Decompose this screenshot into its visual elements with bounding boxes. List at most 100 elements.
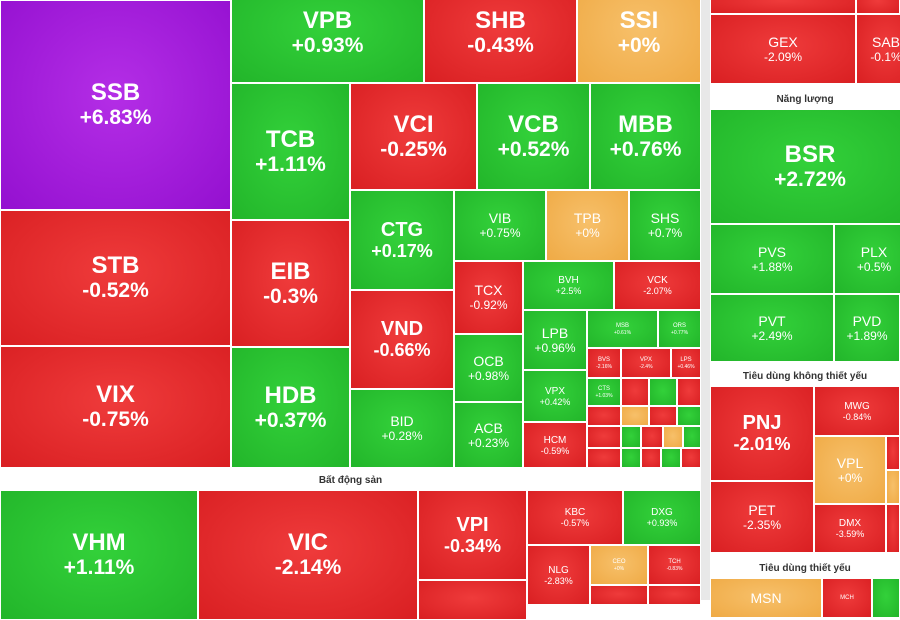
tile-unlabeled[interactable]	[587, 406, 621, 426]
tile-unlabeled[interactable]	[587, 426, 621, 448]
tile-hcm[interactable]: HCM -0.59%	[523, 422, 587, 468]
tile-vpb[interactable]: VPB +0.93%	[231, 0, 424, 83]
ticker: VPI	[456, 513, 489, 536]
tile-ssb[interactable]: SSB +6.83%	[0, 0, 231, 210]
ticker: CEO	[612, 558, 626, 565]
tile-unlabeled[interactable]	[661, 448, 681, 468]
tile-unlabeled[interactable]	[663, 426, 683, 448]
tile-ocb[interactable]: OCB +0.98%	[454, 334, 523, 402]
tile-msb[interactable]: MSB +0.61%	[587, 310, 658, 348]
tile-unlabeled[interactable]	[621, 448, 641, 468]
tile-sab[interactable]: SAB -0.1%	[856, 14, 900, 84]
ticker: SHS	[650, 210, 680, 226]
tile-vpx[interactable]: VPX +0.42%	[523, 370, 587, 422]
tile-unlabeled[interactable]	[649, 406, 677, 426]
tile-vix[interactable]: VIX -0.75%	[0, 346, 231, 468]
tile-lps[interactable]: LPS +0.46%	[671, 348, 701, 378]
ticker: LPB	[541, 324, 569, 341]
tile-tcb[interactable]: TCB +1.11%	[231, 83, 350, 220]
tile-unlabeled[interactable]	[418, 580, 527, 620]
change: +0.93%	[646, 518, 678, 528]
tile-acb[interactable]: ACB +0.23%	[454, 402, 523, 468]
tile-bid[interactable]: BID +0.28%	[350, 389, 454, 468]
tile-vpx-small[interactable]: VPX -2.4%	[621, 348, 671, 378]
tile-unlabeled[interactable]	[886, 436, 900, 470]
tile-unlabeled[interactable]	[683, 426, 701, 448]
tile-pvt[interactable]: PVT +2.49%	[710, 294, 834, 362]
tile-bvs[interactable]: BVS -2.16%	[587, 348, 621, 378]
tile-pet[interactable]: PET -2.35%	[710, 481, 814, 553]
tile-pvs[interactable]: PVS +1.88%	[710, 224, 834, 294]
tile-tpb[interactable]: TPB +0%	[546, 190, 629, 261]
tile-unlabeled[interactable]	[681, 448, 701, 468]
tile-cts[interactable]: CTS +1.03%	[587, 378, 621, 406]
tile-unlabeled[interactable]	[621, 406, 649, 426]
tile-kbc[interactable]: KBC -0.57%	[527, 490, 623, 545]
tile-vib[interactable]: VIB +0.75%	[454, 190, 546, 261]
change: +0.93%	[291, 33, 364, 57]
tile-nlg[interactable]: NLG -2.83%	[527, 545, 590, 605]
tile-vic[interactable]: VIC -2.14%	[198, 490, 418, 620]
tile-lpb[interactable]: LPB +0.96%	[523, 310, 587, 370]
tile-unlabeled[interactable]	[677, 406, 701, 426]
tile-shb[interactable]: SHB -0.43%	[424, 0, 577, 83]
tile-tch[interactable]: TCH -0.83%	[648, 545, 701, 585]
tile-ors[interactable]: ORS +0.77%	[658, 310, 701, 348]
ticker: MSB	[615, 322, 629, 329]
tile-unlabeled[interactable]	[886, 470, 900, 504]
ticker: SAB	[871, 33, 900, 50]
tile-vck[interactable]: VCK -2.07%	[614, 261, 701, 310]
tile-vnd[interactable]: VND -0.66%	[350, 290, 454, 389]
tile-unlabeled[interactable]	[587, 448, 621, 468]
tile-unlabeled[interactable]	[677, 378, 701, 406]
tile-bvh[interactable]: BVH +2.5%	[523, 261, 614, 310]
tile-unlabeled[interactable]	[886, 504, 900, 553]
tile-stb[interactable]: STB -0.52%	[0, 210, 231, 346]
tile-bsr[interactable]: BSR +2.72%	[710, 109, 900, 224]
tile-ceo[interactable]: CEO +0%	[590, 545, 648, 585]
tile-tcx[interactable]: TCX -0.92%	[454, 261, 523, 334]
change: -0.92%	[469, 298, 508, 312]
tile-eib[interactable]: EIB -0.3%	[231, 220, 350, 347]
tile-vpi[interactable]: VPI -0.34%	[418, 490, 527, 580]
ticker: ACB	[474, 419, 503, 436]
tile-plx[interactable]: PLX +0.5%	[834, 224, 900, 294]
tile-vcb[interactable]: VCB +0.52%	[477, 83, 590, 190]
tile-msn[interactable]: MSN	[710, 578, 822, 618]
tile-unlabeled[interactable]	[649, 378, 677, 406]
ticker: SHB	[475, 6, 526, 34]
tile-gex[interactable]: GEX -2.09%	[710, 14, 856, 84]
change: +0.17%	[371, 240, 433, 261]
ticker: HDB	[264, 381, 317, 409]
tile-unlabeled[interactable]	[872, 578, 900, 618]
tile-unlabeled[interactable]	[621, 378, 649, 406]
tile-pnj[interactable]: PNJ -2.01%	[710, 386, 814, 481]
tile-vpl[interactable]: VPL +0%	[814, 436, 886, 504]
tile-ctg[interactable]: CTG +0.17%	[350, 190, 454, 290]
change: -3.59%	[835, 529, 865, 539]
tile-mwg[interactable]: MWG -0.84%	[814, 386, 900, 436]
tile-unlabeled[interactable]	[590, 585, 648, 605]
tile-unlabeled[interactable]	[856, 0, 900, 14]
tile-unlabeled[interactable]	[621, 426, 641, 448]
section-header-tdktyeu: Tiêu dùng không thiết yếu	[710, 366, 900, 386]
ticker: BVH	[558, 275, 579, 286]
tile-ssi[interactable]: SSI +0%	[577, 0, 701, 83]
tile-shs[interactable]: SHS +0.7%	[629, 190, 701, 261]
tile-dxg[interactable]: DXG +0.93%	[623, 490, 701, 545]
tile-hdb[interactable]: HDB +0.37%	[231, 347, 350, 468]
tile-pvd[interactable]: PVD +1.89%	[834, 294, 900, 362]
change: +0.76%	[609, 137, 682, 161]
tile-unlabeled[interactable]	[641, 448, 661, 468]
tile-mch[interactable]: MCH	[822, 578, 872, 618]
tile-unlabeled[interactable]	[710, 0, 856, 14]
tile-vhm[interactable]: VHM +1.11%	[0, 490, 198, 620]
tile-vci[interactable]: VCI -0.25%	[350, 83, 477, 190]
change: -0.84%	[842, 411, 872, 422]
tile-dmx[interactable]: DMX -3.59%	[814, 504, 886, 553]
tile-mbb[interactable]: MBB +0.76%	[590, 83, 701, 190]
tile-unlabeled[interactable]	[648, 585, 701, 605]
ticker: DXG	[651, 507, 673, 518]
tile-unlabeled[interactable]	[641, 426, 663, 448]
